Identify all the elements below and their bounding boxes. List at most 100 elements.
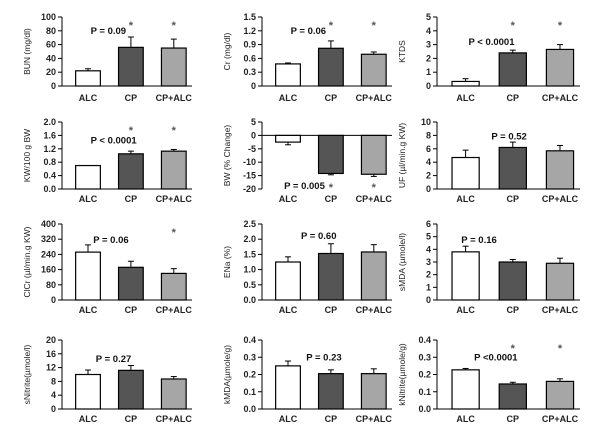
y-tick-label: 0.3 [418,352,431,362]
x-tick-label: CP+ALC [356,414,393,424]
x-tick-label: CP [325,93,338,103]
significance-star: * [372,20,377,32]
significance-star: * [558,20,563,32]
x-tick-label: CP [125,305,138,315]
x-tick-label: CP+ALC [156,414,193,424]
y-tick-label: 1.5 [243,249,256,259]
y-tick-label: 0 [51,81,56,91]
y-tick-label: 80 [46,280,56,290]
x-tick-label: CP+ALC [356,93,393,103]
p-value-label: P = 0.06 [291,26,326,37]
x-tick-label: CP [507,194,520,204]
y-axis-label: BUN (mg/dl) [22,28,32,75]
x-tick-label: CP+ALC [542,93,579,103]
significance-star: * [172,20,177,32]
p-value-label: P < 0.0001 [468,37,515,48]
bar-cp-alc [360,373,387,410]
panel-ktds: 0 1 2 3 4 5 KTDS ALC * CP * CP+ALC P < 0.0001 [397,12,580,103]
significance-star: * [129,20,134,32]
y-tick-label: 1.0 [243,265,256,275]
p-value-label: P = 0.09 [91,26,126,37]
y-tick-label: 4 [426,157,431,167]
y-tick-label: 20 [46,67,56,77]
y-tick-label: 1 [426,282,431,292]
x-tick-label: ALC [79,414,98,424]
y-tick-label: -5 [248,144,256,154]
y-tick-label: -15 [243,171,256,181]
y-tick-label: 0.9 [243,40,256,50]
y-tick-label: 12 [46,363,56,373]
y-axis-label: ClCr (µl/min.g KW) [22,226,32,297]
y-tick-label: 0.4 [418,335,431,345]
y-tick-label: 1.2 [243,26,256,36]
y-tick-label: 0.0 [43,184,56,194]
x-tick-label: CP [125,414,138,424]
p-value-label: P = 0.23 [306,352,341,363]
x-tick-label: ALC [79,305,98,315]
y-tick-label: 0 [51,404,56,414]
y-axis-label: BW (% Change) [222,125,232,187]
y-tick-label: 10 [421,117,431,127]
panel-kmda: 0.0 0.1 0.2 0.3 0.4 kMDA(µmole/g) ALC CP CP+ALC P… [222,335,392,424]
bar-cp [117,369,144,410]
bar-cp [498,52,527,87]
p-value-label: P = 0.60 [301,231,336,242]
bar-alc [275,365,301,410]
y-tick-label: 2.0 [43,117,56,127]
y-tick-label: 400 [41,219,56,229]
x-tick-label: CP+ALC [542,414,579,424]
p-value-label: P <0.0001 [474,352,518,363]
y-tick-label: -20 [243,184,256,194]
y-tick-label: 0.1 [243,387,256,397]
y-axis-label: kMDA(µmole/g) [222,345,232,404]
bar-alc [451,251,480,301]
p-value-label: P = 0.06 [93,235,128,246]
significance-star: * [511,343,516,355]
y-tick-label: 1.5 [243,12,256,22]
y-axis-label: UF (µl/min.g KW) [397,123,407,189]
y-tick-label: 8 [426,130,431,140]
y-axis-label: ENa (%) [222,246,232,278]
y-tick-label: 0 [51,295,56,305]
y-tick-label: 100 [41,12,56,22]
y-tick-label: 5 [251,117,256,127]
bar-cp [117,153,144,190]
significance-star: * [172,125,177,137]
y-tick-label: 2 [426,171,431,181]
x-tick-label: CP [507,305,520,315]
y-tick-label: 1.6 [43,130,56,140]
y-tick-label: 2.0 [243,234,256,244]
x-tick-label: ALC [279,194,298,204]
y-tick-label: 2 [426,270,431,280]
x-tick-label: CP+ALC [542,194,579,204]
y-tick-label: 0.0 [418,404,431,414]
panel-clcr: 0 80 160 240 320 400 ClCr (µl/min.g KW) ALC CP * C… [22,219,192,315]
bar-cp [117,46,144,87]
x-tick-label: CP [325,305,338,315]
bar-cp-alc [160,272,187,301]
significance-star: * [329,182,334,194]
bar-cp-alc [545,48,575,87]
x-tick-label: ALC [79,194,98,204]
bar-cp [317,252,344,301]
bar-cp [317,47,344,87]
y-tick-label: 0.3 [243,352,256,362]
bar-alc [75,164,101,190]
bar-alc [75,251,101,301]
y-tick-label: 320 [41,234,56,244]
significance-star: * [511,20,516,32]
y-tick-label: 1 [426,67,431,77]
x-tick-label: ALC [456,194,475,204]
y-tick-label: 160 [41,265,56,275]
y-tick-label: 6 [426,144,431,154]
significance-star: * [329,20,334,32]
bar-cp-alc [160,150,187,190]
panel-ena: 0.0 0.5 1.0 1.5 2.0 2.5 ENa (%) ALC CP CP+ALC P = … [222,219,392,315]
y-tick-label: 6 [426,219,431,229]
x-tick-label: CP+ALC [156,93,193,103]
bar-alc [275,134,301,143]
bar-cp [317,373,344,410]
y-tick-label: 0.0 [243,404,256,414]
